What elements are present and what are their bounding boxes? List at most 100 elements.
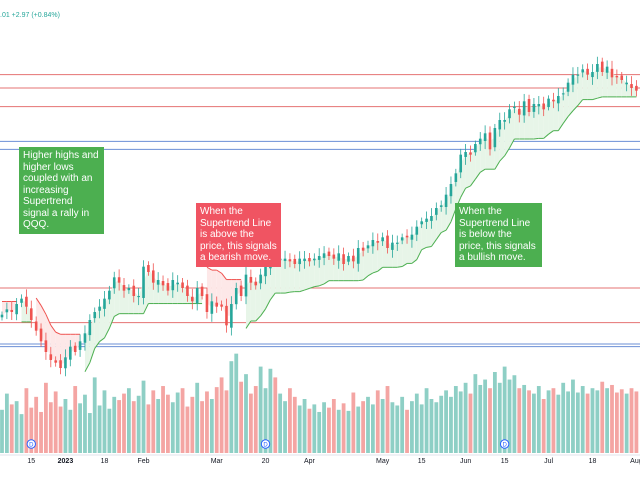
x-tick-label-9: Jun — [460, 458, 471, 465]
dividend-marker-0 — [26, 439, 36, 449]
volume-bar-84 — [410, 401, 414, 453]
candle-body-85 — [415, 226, 419, 235]
candle-body-33 — [161, 281, 165, 286]
candle-body-123 — [600, 61, 604, 72]
candle-body-0 — [0, 314, 4, 318]
candle-body-10 — [49, 354, 53, 360]
volume-bar-42 — [205, 391, 209, 453]
candle-body-93 — [454, 173, 458, 182]
supertrend-fill-67 — [324, 253, 329, 284]
supertrend-segment-82 — [397, 266, 403, 268]
volume-bar-83 — [405, 409, 409, 453]
volume-bar-96 — [468, 393, 473, 453]
supertrend-segment-112 — [543, 133, 549, 139]
candle-body-100 — [488, 132, 492, 150]
volume-bar-19 — [92, 377, 97, 453]
candle-body-32 — [156, 280, 160, 285]
supertrend-segment-86 — [416, 249, 423, 260]
volume-bar-101 — [492, 372, 497, 453]
volume-bar-110 — [536, 386, 541, 453]
volume-bar-69 — [336, 409, 341, 453]
supertrend-segment-85 — [411, 259, 418, 264]
candle-body-111 — [542, 103, 545, 110]
candle-body-104 — [508, 109, 511, 119]
supertrend-segment-118 — [572, 105, 579, 112]
supertrend-segment-30 — [143, 303, 149, 314]
supertrend-segment-51 — [245, 320, 252, 329]
volume-bar-122 — [595, 390, 600, 453]
supertrend-fill-126 — [612, 73, 617, 97]
volume-bar-125 — [610, 384, 614, 453]
supertrend-segment-95 — [460, 187, 467, 198]
candle-body-75 — [366, 245, 370, 249]
volume-bar-37 — [180, 388, 185, 453]
candle-body-124 — [605, 66, 609, 73]
volume-bar-38 — [185, 406, 190, 453]
supertrend-fill-107 — [519, 108, 525, 139]
volume-bar-0 — [0, 409, 4, 453]
supertrend-segment-78 — [377, 266, 383, 272]
supertrend-segment-76 — [367, 272, 374, 277]
candle-body-84 — [410, 234, 414, 240]
candle-body-46 — [225, 305, 228, 326]
volume-bar-118 — [575, 392, 580, 453]
supertrend-fill-11 — [50, 325, 56, 362]
candle-body-101 — [493, 128, 497, 148]
volume-bar-43 — [209, 399, 214, 453]
supertrend-fill-96 — [465, 153, 471, 189]
candle-body-63 — [308, 257, 311, 262]
volume-bar-87 — [424, 388, 429, 453]
candle-body-14 — [69, 346, 72, 360]
volume-bar-34 — [166, 394, 170, 453]
volume-bar-99 — [483, 379, 488, 453]
volume-bar-109 — [532, 393, 536, 453]
volume-bar-28 — [136, 395, 141, 453]
volume-bar-11 — [53, 391, 58, 453]
supertrend-fill-20 — [94, 308, 100, 349]
supertrend-fill-65 — [314, 257, 320, 287]
supertrend-fill-24 — [114, 279, 120, 317]
candle-body-113 — [552, 99, 555, 102]
supertrend-fill-66 — [319, 255, 325, 286]
candle-body-25 — [122, 285, 126, 291]
supertrend-fill-64 — [309, 259, 315, 289]
supertrend-fill-114 — [553, 99, 559, 131]
candle-body-41 — [200, 286, 204, 296]
supertrend-fill-123 — [597, 66, 603, 99]
supertrend-fill-37 — [177, 283, 183, 304]
supertrend-segment-83 — [401, 262, 408, 267]
volume-bar-8 — [39, 411, 43, 453]
volume-bar-46 — [224, 390, 229, 453]
volume-bar-94 — [458, 391, 463, 453]
candle-body-72 — [352, 255, 355, 262]
supertrend-segment-21 — [99, 337, 105, 342]
candle-body-42 — [205, 294, 209, 312]
supertrend-segment-96 — [465, 185, 471, 189]
supertrend-fill-26 — [124, 287, 129, 314]
candle-body-48 — [234, 288, 238, 305]
volume-bar-30 — [146, 404, 151, 453]
volume-bar-65 — [317, 411, 322, 453]
volume-bar-67 — [327, 407, 331, 453]
volume-bar-102 — [497, 382, 502, 453]
supertrend-segment-122 — [592, 97, 598, 101]
annotation-bearish: When the Supertrend Line is above the pr… — [196, 203, 281, 267]
candle-body-64 — [313, 258, 316, 261]
supertrend-fill-52 — [250, 279, 256, 322]
candle-body-122 — [596, 64, 599, 72]
candle-body-110 — [537, 104, 541, 107]
candle-body-15 — [73, 345, 77, 352]
supertrend-segment-77 — [372, 270, 378, 274]
supertrend-segment-88 — [426, 246, 432, 248]
candle-body-54 — [264, 266, 267, 277]
candle-body-16 — [78, 341, 82, 350]
volume-bar-64 — [312, 404, 317, 453]
volume-bar-90 — [439, 395, 444, 453]
supertrend-segment-75 — [362, 275, 369, 281]
x-tick-label-5: 20 — [262, 458, 270, 465]
volume-bar-44 — [214, 387, 219, 453]
supertrend-fill-76 — [368, 243, 373, 276]
supertrend-segment-116 — [562, 116, 569, 124]
candle-body-9 — [44, 340, 48, 352]
